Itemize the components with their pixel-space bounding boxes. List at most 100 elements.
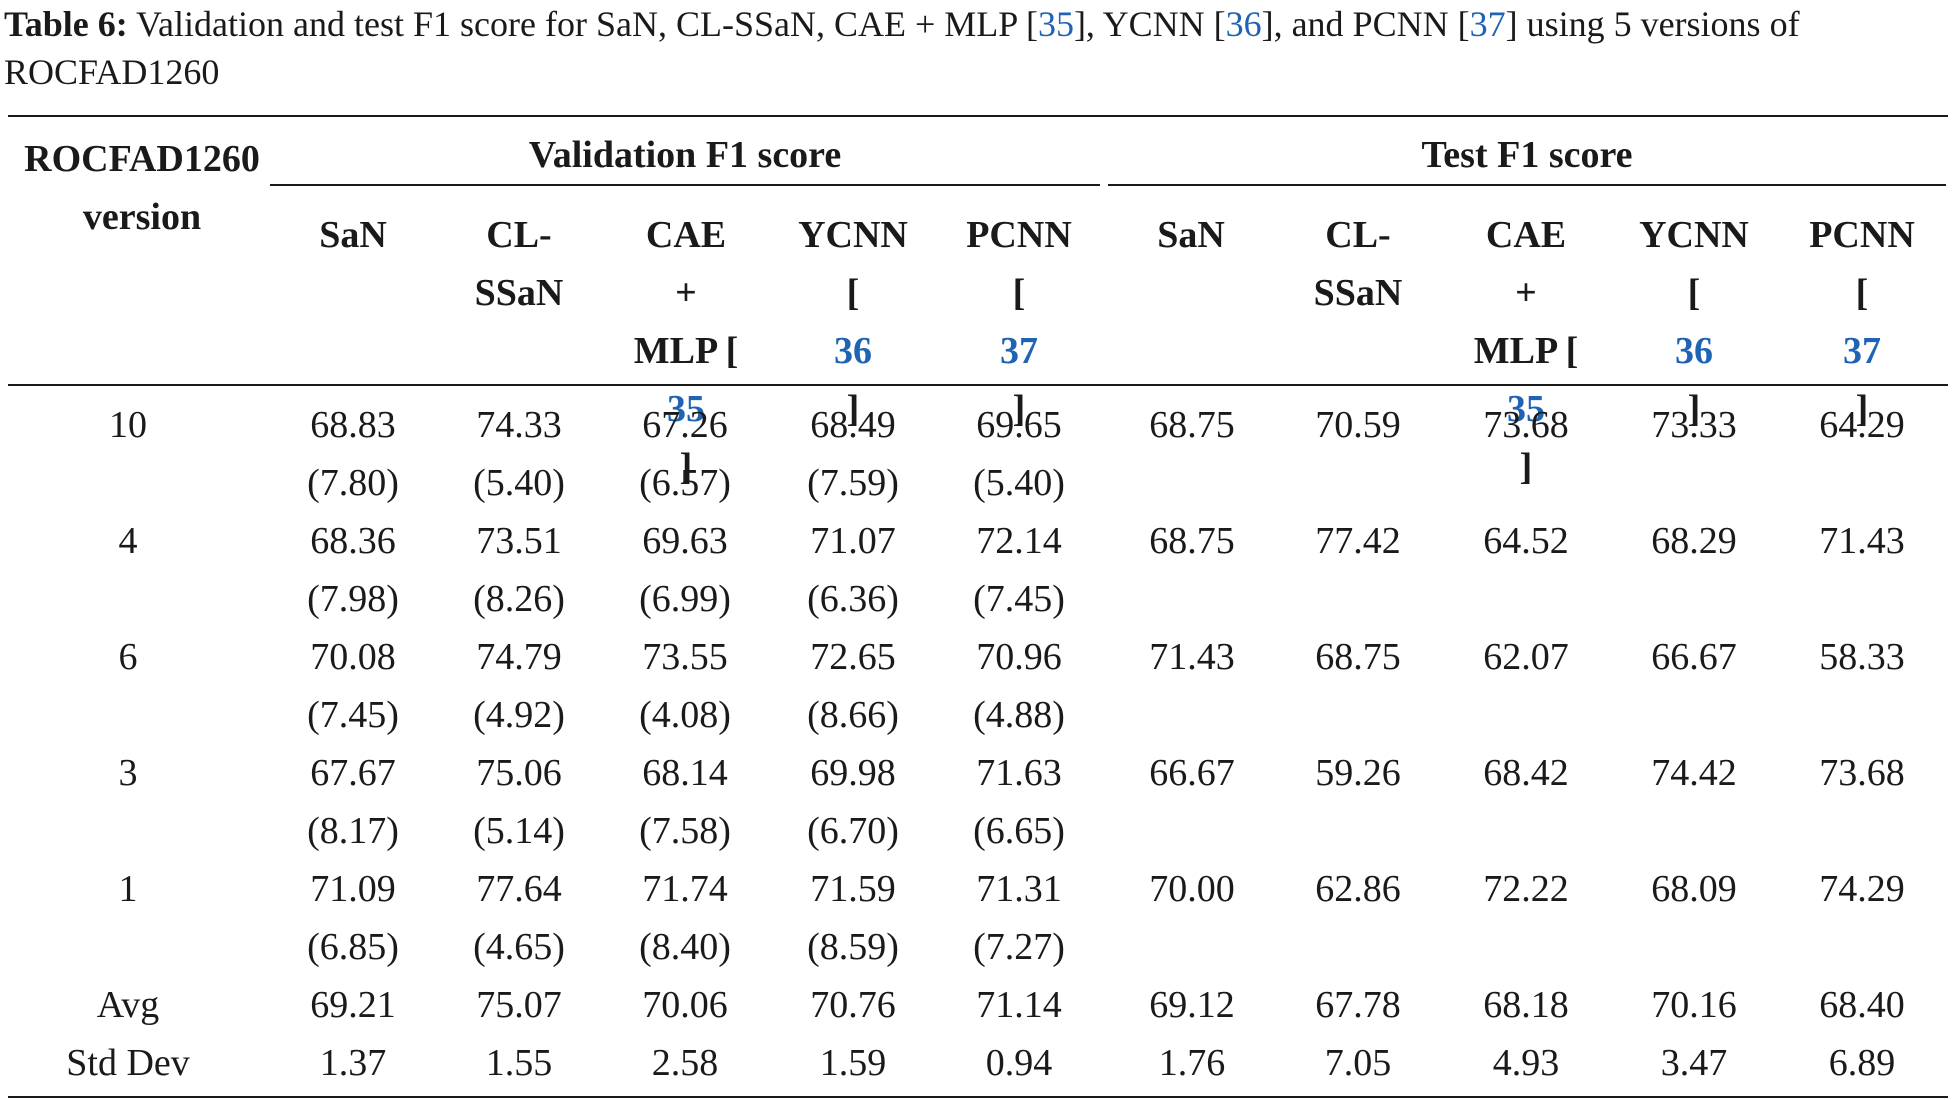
row-version-label: 6: [118, 636, 138, 678]
col-header-text: PCNN: [966, 214, 1072, 256]
val-f1-cell: 74.79: [476, 636, 562, 678]
col-header-val-pcnn: PCNN [37]: [936, 206, 1102, 438]
val-f1-std-cell: (5.40): [473, 462, 565, 504]
val-f1-cell: 77.64: [476, 868, 562, 910]
caption-label: Table 6:: [4, 4, 128, 44]
val-f1-cell: 71.31: [976, 868, 1062, 910]
summary-test-cell: 6.89: [1828, 1042, 1896, 1084]
val-f1-std-cell: (4.08): [639, 694, 731, 736]
col-header-text-part: [: [1012, 272, 1026, 314]
row-version-label: 10: [109, 404, 147, 446]
col-header-text: SSaN: [1313, 272, 1403, 314]
test-f1-cell: 72.22: [1483, 868, 1569, 910]
col-header-text: MLP [35]: [602, 322, 770, 496]
val-f1-std-cell: (7.27): [973, 926, 1065, 968]
col-header-text-part: [: [1855, 272, 1869, 314]
col-header-text-part: [: [1687, 272, 1701, 314]
col-header-ref-35[interactable]: 35: [1507, 388, 1545, 430]
caption-text-mid1: ], YCNN [: [1073, 4, 1226, 44]
val-f1-cell: 71.74: [642, 868, 728, 910]
group-header-validation: Validation F1 score: [528, 134, 842, 176]
caption-text: Validation and test F1 score for SaN, CL…: [127, 4, 1038, 44]
row-version-label: 1: [118, 868, 138, 910]
summary-val-cell: 70.06: [642, 984, 728, 1026]
val-f1-cell: 71.09: [310, 868, 396, 910]
col-header-text-part: ]: [1012, 388, 1026, 430]
col-header-test-cae-mlp: CAE + MLP [35]: [1442, 206, 1610, 496]
test-f1-cell: 64.52: [1483, 520, 1569, 562]
test-f1-cell: 77.42: [1315, 520, 1401, 562]
col-header-text: CL-: [1325, 214, 1391, 256]
col-header-text: [37]: [1778, 264, 1946, 438]
val-f1-cell: 72.14: [976, 520, 1062, 562]
validation-group-rule: [270, 184, 1100, 186]
val-f1-std-cell: (4.65): [473, 926, 565, 968]
col-header-test-ycnn: YCNN [36]: [1610, 206, 1778, 438]
col-header-val-san: SaN: [270, 206, 436, 264]
test-f1-cell: 70.59: [1315, 404, 1401, 446]
test-f1-cell: 71.43: [1149, 636, 1235, 678]
test-f1-cell: 68.75: [1149, 520, 1235, 562]
test-f1-cell: 62.07: [1483, 636, 1569, 678]
col-header-text: [37]: [936, 264, 1102, 438]
test-f1-cell: 70.00: [1149, 868, 1235, 910]
summary-test-cell: 70.16: [1651, 984, 1737, 1026]
test-f1-cell: 68.75: [1315, 636, 1401, 678]
summary-val-cell: 1.59: [819, 1042, 887, 1084]
val-f1-std-cell: (4.88): [973, 694, 1065, 736]
summary-val-cell: 75.07: [476, 984, 562, 1026]
row-version-label: 4: [118, 520, 138, 562]
summary-test-cell: 1.76: [1158, 1042, 1226, 1084]
col-header-ref-36[interactable]: 36: [1675, 330, 1713, 372]
test-f1-cell: 73.68: [1819, 752, 1905, 794]
col-header-text-part: ]: [1855, 388, 1869, 430]
col-header-text-part: MLP [: [1473, 330, 1579, 372]
val-f1-std-cell: (7.80): [307, 462, 399, 504]
test-f1-cell: 66.67: [1149, 752, 1235, 794]
test-f1-cell: 58.33: [1819, 636, 1905, 678]
col-header-text: YCNN: [798, 214, 908, 256]
col-header-text: CL-: [486, 214, 552, 256]
val-f1-cell: 67.67: [310, 752, 396, 794]
val-f1-std-cell: (6.36): [807, 578, 899, 620]
col-header-text: YCNN: [1639, 214, 1749, 256]
summary-label: Avg: [96, 984, 160, 1026]
val-f1-std-cell: (6.57): [639, 462, 731, 504]
col-header-text: SaN: [319, 214, 387, 256]
caption-ref-36[interactable]: 36: [1225, 4, 1262, 44]
test-f1-cell: 74.29: [1819, 868, 1905, 910]
val-f1-std-cell: (6.65): [973, 810, 1065, 852]
val-f1-std-cell: (8.66): [807, 694, 899, 736]
col-header-text: CAE: [645, 214, 727, 256]
col-header-test-san: SaN: [1108, 206, 1274, 264]
val-f1-cell: 69.98: [810, 752, 896, 794]
val-f1-cell: 68.36: [310, 520, 396, 562]
val-f1-std-cell: (5.40): [973, 462, 1065, 504]
caption-ref-37[interactable]: 37: [1469, 4, 1506, 44]
col-header-text: PCNN: [1809, 214, 1915, 256]
col-header-val-cae-mlp: CAE + MLP [35]: [602, 206, 770, 496]
summary-test-cell: 68.18: [1483, 984, 1569, 1026]
col-header-ref-37[interactable]: 37: [1843, 330, 1881, 372]
val-f1-cell: 73.51: [476, 520, 562, 562]
val-f1-std-cell: (7.58): [639, 810, 731, 852]
summary-test-cell: 7.05: [1324, 1042, 1392, 1084]
val-f1-std-cell: (8.40): [639, 926, 731, 968]
summary-val-cell: 1.37: [319, 1042, 387, 1084]
col-header-text: CAE: [1485, 214, 1567, 256]
test-f1-cell: 73.68: [1483, 404, 1569, 446]
row-label-header-line2: version: [82, 196, 202, 238]
val-f1-cell: 73.55: [642, 636, 728, 678]
test-f1-cell: 68.75: [1149, 404, 1235, 446]
col-header-ref-35[interactable]: 35: [667, 388, 705, 430]
col-header-ref-36[interactable]: 36: [834, 330, 872, 372]
test-f1-cell: 62.86: [1315, 868, 1401, 910]
test-f1-cell: 71.43: [1819, 520, 1905, 562]
caption-text-after: ] using 5 versions of ROCFAD1260: [4, 4, 1800, 92]
val-f1-cell: 68.14: [642, 752, 728, 794]
caption-ref-35[interactable]: 35: [1037, 4, 1074, 44]
summary-val-cell: 71.14: [976, 984, 1062, 1026]
col-header-text: SaN: [1157, 214, 1225, 256]
col-header-ref-37[interactable]: 37: [1000, 330, 1038, 372]
col-header-text: +: [1515, 272, 1537, 314]
